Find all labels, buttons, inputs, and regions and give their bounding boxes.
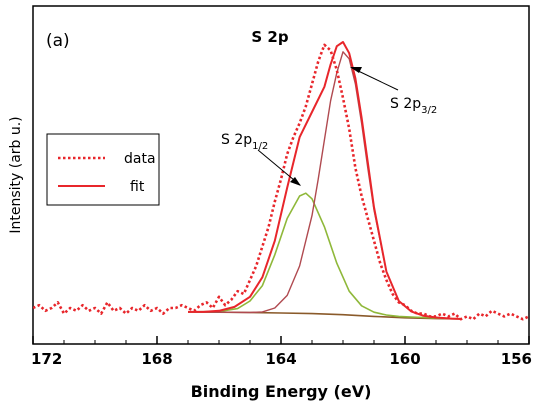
x-tick-label-156: 156: [501, 350, 532, 368]
annotation-s2p12-sub: 1/2: [252, 141, 268, 152]
annotation-s2p12: S 2p1/2: [221, 132, 301, 186]
series-layer: [33, 41, 529, 321]
chart-title: S 2p: [251, 28, 288, 46]
series-s2p32-component-line: [187, 51, 461, 320]
series-data-line: [33, 43, 529, 321]
legend-label-fit: fit: [130, 179, 145, 195]
x-axis-title: Binding Energy (eV): [191, 382, 372, 401]
x-tick-label-160: 160: [389, 350, 420, 368]
annotation-s2p12-base: S 2p: [221, 132, 252, 148]
x-tick-label-164: 164: [265, 350, 296, 368]
y-axis-title: Intensity (arb u.): [8, 116, 24, 233]
x-axis-ticks: 172 168 164 160 156: [31, 336, 532, 368]
series-fit-line: [188, 41, 461, 320]
annotation-s2p32-arrowhead: [350, 67, 362, 73]
legend-box: [46, 133, 160, 206]
series-s2p12-component-line: [187, 192, 461, 320]
annotation-s2p12-arrowhead: [290, 177, 301, 186]
annotation-s2p12-label: S 2p1/2: [221, 132, 268, 152]
annotation-s2p32-sub: 3/2: [421, 105, 437, 116]
annotation-s2p32-base: S 2p: [390, 96, 421, 112]
panel-label: (a): [46, 31, 70, 51]
annotation-s2p32-label: S 2p3/2: [390, 96, 437, 116]
annotation-s2p32: S 2p3/2: [350, 67, 437, 116]
x-tick-label-172: 172: [31, 350, 62, 368]
legend-label-data: data: [124, 151, 156, 167]
legend: data fit: [46, 133, 160, 206]
x-tick-label-168: 168: [141, 350, 172, 368]
